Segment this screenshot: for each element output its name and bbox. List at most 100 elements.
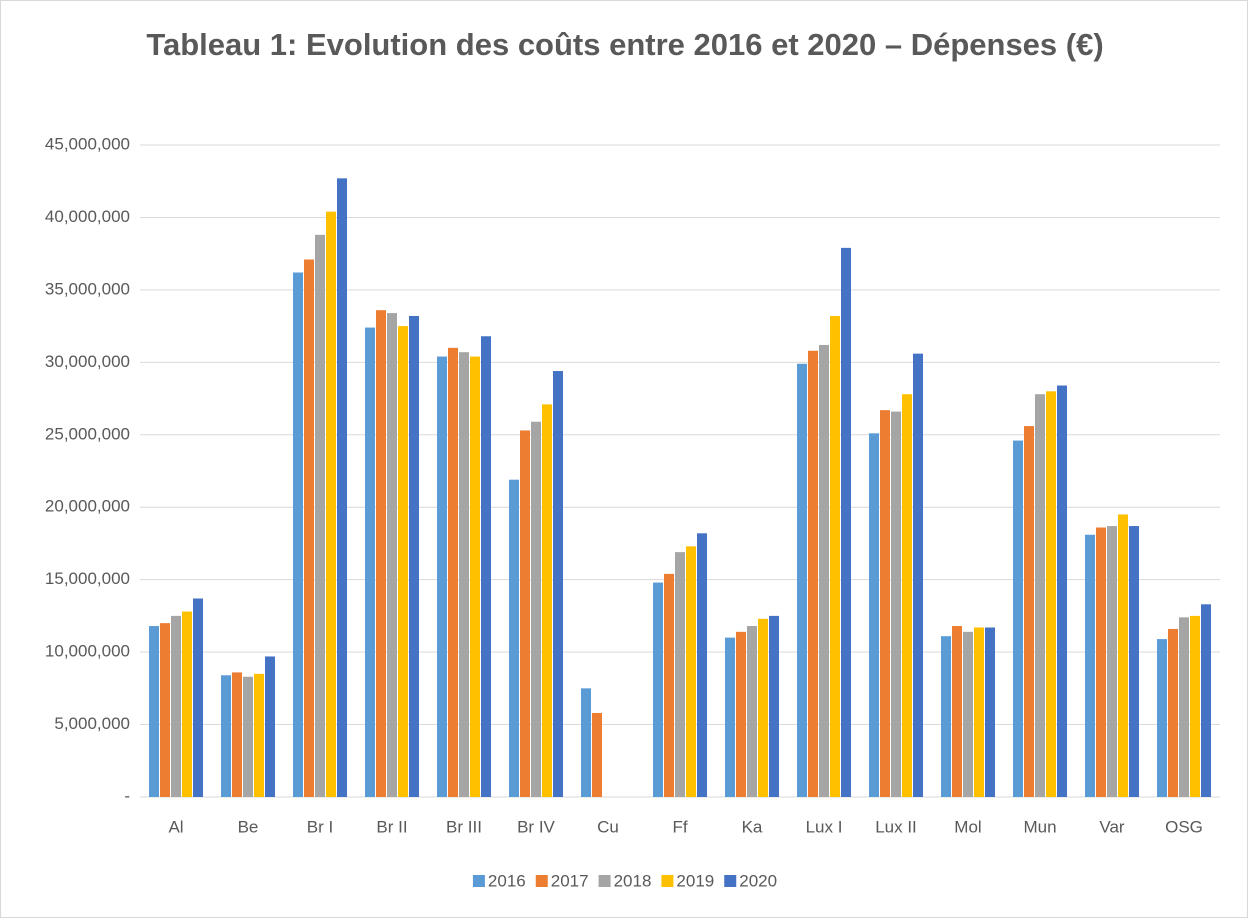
y-tick-label: 45,000,000 — [45, 134, 130, 153]
bar — [448, 347, 458, 797]
bar — [592, 712, 602, 797]
x-tick-label: Br II — [376, 817, 407, 836]
bar — [952, 626, 962, 797]
bar — [481, 336, 491, 797]
bar — [254, 673, 264, 797]
bar — [365, 327, 375, 797]
bar — [869, 433, 879, 797]
bar — [758, 618, 768, 797]
bar — [520, 430, 530, 797]
x-tick-label: Mun — [1023, 817, 1056, 836]
bar — [653, 582, 663, 797]
x-tick-label: Lux I — [806, 817, 843, 836]
x-tick-label: Ka — [742, 817, 763, 836]
bar — [531, 421, 541, 797]
bar — [293, 272, 303, 798]
bar — [1129, 526, 1139, 797]
bar — [160, 623, 170, 797]
bar — [1085, 534, 1095, 797]
bar — [664, 573, 674, 797]
x-tick-label: Br I — [307, 817, 333, 836]
bar — [326, 211, 336, 797]
bar — [819, 344, 829, 797]
x-tick-label: Be — [238, 817, 259, 836]
y-tick-label: 40,000,000 — [45, 207, 130, 226]
legend-label: 2020 — [739, 871, 777, 890]
bar — [1024, 426, 1034, 797]
bar — [171, 615, 181, 797]
legend-label: 2019 — [676, 871, 714, 890]
y-tick-label: 25,000,000 — [45, 424, 130, 443]
bar — [470, 356, 480, 797]
bar — [315, 234, 325, 797]
bar — [437, 356, 447, 797]
bar — [725, 637, 735, 797]
bar — [398, 326, 408, 797]
bar — [1107, 526, 1117, 797]
bar — [387, 313, 397, 797]
bar — [913, 353, 923, 797]
x-tick-label: Al — [168, 817, 183, 836]
bar — [675, 552, 685, 797]
y-tick-label: 10,000,000 — [45, 642, 130, 661]
bar — [304, 259, 314, 797]
legend-swatch — [661, 875, 674, 887]
x-tick-label: Ff — [672, 817, 687, 836]
bar — [337, 178, 347, 797]
legend-label: 2018 — [614, 871, 652, 890]
x-tick-label: OSG — [1165, 817, 1203, 836]
bar — [409, 315, 419, 797]
bar — [1201, 604, 1211, 797]
bar — [880, 410, 890, 797]
bar — [1168, 628, 1178, 797]
bar — [841, 247, 851, 798]
chart-title: Tableau 1: Evolution des coûts entre 201… — [146, 27, 1104, 62]
legend-swatch — [472, 875, 485, 887]
bar — [736, 631, 746, 797]
y-tick-label: 15,000,000 — [45, 569, 130, 588]
x-tick-label: Br IV — [517, 817, 555, 836]
bar — [1046, 391, 1056, 797]
x-tick-label: Cu — [597, 817, 619, 836]
bar — [891, 411, 901, 797]
y-tick-label: 35,000,000 — [45, 279, 130, 298]
bar — [221, 675, 231, 797]
y-tick-label: - — [124, 786, 130, 805]
legend-label: 2016 — [488, 871, 526, 890]
legend-swatch — [598, 875, 611, 887]
bar — [985, 627, 995, 797]
bar — [1190, 615, 1200, 797]
bar — [459, 352, 469, 797]
bar — [1157, 639, 1167, 797]
bar — [509, 479, 519, 797]
bar — [1057, 385, 1067, 797]
bar — [232, 672, 242, 797]
bar — [542, 404, 552, 797]
bar — [974, 627, 984, 797]
x-tick-label: Var — [1099, 817, 1125, 836]
bar — [963, 631, 973, 797]
bar — [1013, 440, 1023, 797]
legend-swatch — [724, 875, 737, 887]
bar — [376, 310, 386, 797]
y-tick-label: 5,000,000 — [54, 714, 130, 733]
bar — [747, 626, 757, 797]
bar — [830, 315, 840, 797]
bar — [553, 371, 563, 797]
bar — [769, 615, 779, 797]
y-tick-label: 20,000,000 — [45, 497, 130, 516]
bar — [797, 363, 807, 797]
bar — [808, 350, 818, 797]
legend-label: 2017 — [551, 871, 589, 890]
bar — [902, 394, 912, 797]
legend-swatch — [535, 875, 548, 887]
bar — [941, 636, 951, 797]
x-tick-label: Lux II — [875, 817, 917, 836]
bar — [686, 546, 696, 797]
bar — [182, 611, 192, 797]
bar — [1179, 617, 1189, 797]
bar — [193, 598, 203, 797]
y-tick-label: 30,000,000 — [45, 352, 130, 371]
